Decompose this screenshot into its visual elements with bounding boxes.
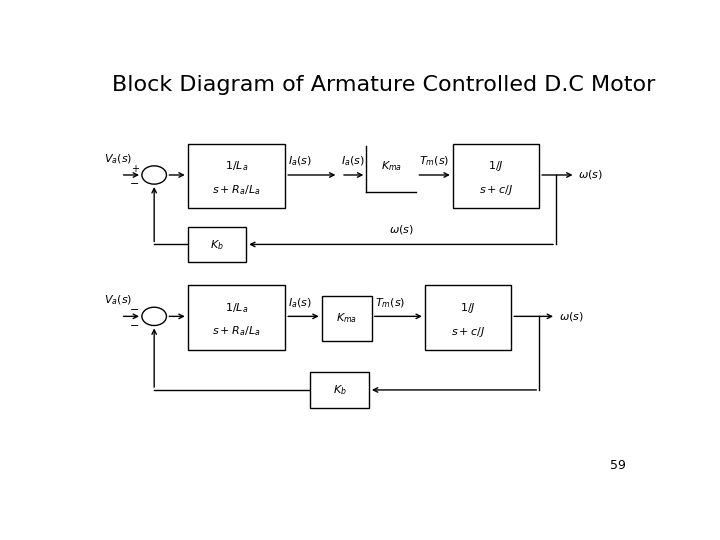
- Text: $1/L_a$: $1/L_a$: [225, 159, 248, 173]
- Text: 59: 59: [610, 460, 626, 472]
- Text: Block Diagram of Armature Controlled D.C Motor: Block Diagram of Armature Controlled D.C…: [112, 75, 656, 95]
- Text: $T_m(s)$: $T_m(s)$: [374, 296, 405, 310]
- Bar: [310, 373, 369, 408]
- Text: $s+c/J$: $s+c/J$: [479, 183, 513, 197]
- Bar: [453, 144, 539, 208]
- Text: $\omega(s)$: $\omega(s)$: [559, 310, 584, 323]
- Text: $s+c/J$: $s+c/J$: [451, 325, 485, 339]
- Text: $1/J$: $1/J$: [488, 159, 504, 173]
- Bar: [322, 295, 372, 341]
- Text: −: −: [130, 305, 139, 315]
- Text: $K_{ma}$: $K_{ma}$: [381, 159, 402, 173]
- Text: $V_a(s)$: $V_a(s)$: [104, 152, 132, 166]
- Text: $1/L_a$: $1/L_a$: [225, 301, 248, 315]
- Bar: [188, 285, 285, 349]
- Text: $\omega(s)$: $\omega(s)$: [389, 223, 413, 236]
- Text: $I_a(s)$: $I_a(s)$: [288, 155, 312, 168]
- Text: $K_b$: $K_b$: [210, 238, 224, 252]
- Text: −: −: [130, 321, 139, 330]
- Bar: [425, 285, 511, 349]
- Bar: [188, 227, 246, 262]
- Text: $s+R_a/L_a$: $s+R_a/L_a$: [212, 325, 261, 339]
- Text: +: +: [131, 164, 139, 174]
- Text: $1/J$: $1/J$: [460, 301, 476, 315]
- Text: $K_{ma}$: $K_{ma}$: [336, 312, 357, 325]
- Circle shape: [142, 166, 166, 184]
- Text: −: −: [130, 179, 139, 189]
- Text: $s+R_a/L_a$: $s+R_a/L_a$: [212, 183, 261, 197]
- Text: $T_m(s)$: $T_m(s)$: [419, 155, 449, 168]
- Text: $\omega(s)$: $\omega(s)$: [578, 168, 603, 181]
- Circle shape: [142, 307, 166, 326]
- Text: $V_a(s)$: $V_a(s)$: [104, 294, 132, 307]
- Text: $I_a(s)$: $I_a(s)$: [288, 296, 312, 310]
- Text: $K_b$: $K_b$: [333, 383, 346, 397]
- Text: $I_a(s)$: $I_a(s)$: [341, 155, 365, 168]
- Bar: [188, 144, 285, 208]
